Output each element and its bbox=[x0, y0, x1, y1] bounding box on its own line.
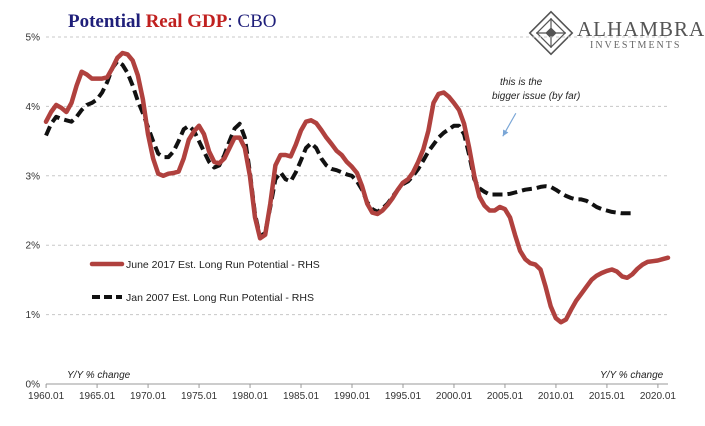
annotation-arrowhead bbox=[502, 129, 509, 137]
diamond-lattice-icon bbox=[528, 10, 574, 56]
gridlines bbox=[46, 36, 668, 316]
x-tick-label: 2010.01 bbox=[538, 391, 575, 402]
y-tick-label: 1% bbox=[26, 310, 41, 321]
legend-label-june-2017: June 2017 Est. Long Run Potential - RHS bbox=[126, 259, 320, 271]
x-tick-label: 2000.01 bbox=[436, 391, 473, 402]
chart-title: Potential Real GDP: CBO bbox=[68, 11, 276, 32]
y-tick-label: 2% bbox=[26, 241, 41, 252]
x-tick-label: 1975.01 bbox=[181, 391, 218, 402]
x-tick-label: 1995.01 bbox=[385, 391, 422, 402]
chart-title-part-1: Potential bbox=[68, 11, 146, 32]
x-tick-label: 2020.01 bbox=[640, 391, 677, 402]
x-tick-label: 1960.01 bbox=[28, 391, 65, 402]
y-axis-ticks: 0% 1% 2% 3% 4% 5% bbox=[26, 33, 41, 391]
bottom-left-label: Y/Y % change bbox=[67, 370, 131, 381]
bottom-right-label: Y/Y % change bbox=[600, 370, 664, 381]
chart-title-part-3: : CBO bbox=[227, 11, 276, 32]
x-tick-label: 2005.01 bbox=[487, 391, 524, 402]
y-tick-label: 0% bbox=[26, 380, 41, 391]
x-tick-label: 2015.01 bbox=[589, 391, 626, 402]
chart-title-part-2: Real GDP bbox=[146, 11, 228, 32]
logo-subtitle: INVESTMENTS bbox=[590, 40, 681, 51]
x-tick-label: 1980.01 bbox=[232, 391, 269, 402]
y-tick-label: 5% bbox=[26, 33, 41, 44]
series-group bbox=[43, 50, 671, 325]
legend: June 2017 Est. Long Run Potential - RHS … bbox=[89, 259, 320, 304]
x-axis-ticks: 1960.01 1965.01 1970.01 1975.01 1980.01 1985.… bbox=[28, 384, 676, 402]
x-tick-label: 1990.01 bbox=[334, 391, 371, 402]
legend-label-jan-2007: Jan 2007 Est. Long Run Potential - RHS bbox=[126, 292, 314, 304]
y-tick-label: 4% bbox=[26, 102, 41, 113]
annotation-line-2: bigger issue (by far) bbox=[492, 91, 580, 102]
x-tick-label: 1965.01 bbox=[79, 391, 116, 402]
series-line-june-2017 bbox=[43, 50, 671, 325]
annotation: this is the bigger issue (by far) bbox=[492, 77, 580, 137]
x-tick-label: 1985.01 bbox=[283, 391, 320, 402]
series-line-jan-2007 bbox=[44, 59, 633, 239]
logo: ALHAMBRA INVESTMENTS bbox=[528, 10, 704, 56]
y-tick-label: 3% bbox=[26, 171, 41, 182]
annotation-line-1: this is the bbox=[500, 77, 543, 88]
x-tick-label: 1970.01 bbox=[130, 391, 167, 402]
